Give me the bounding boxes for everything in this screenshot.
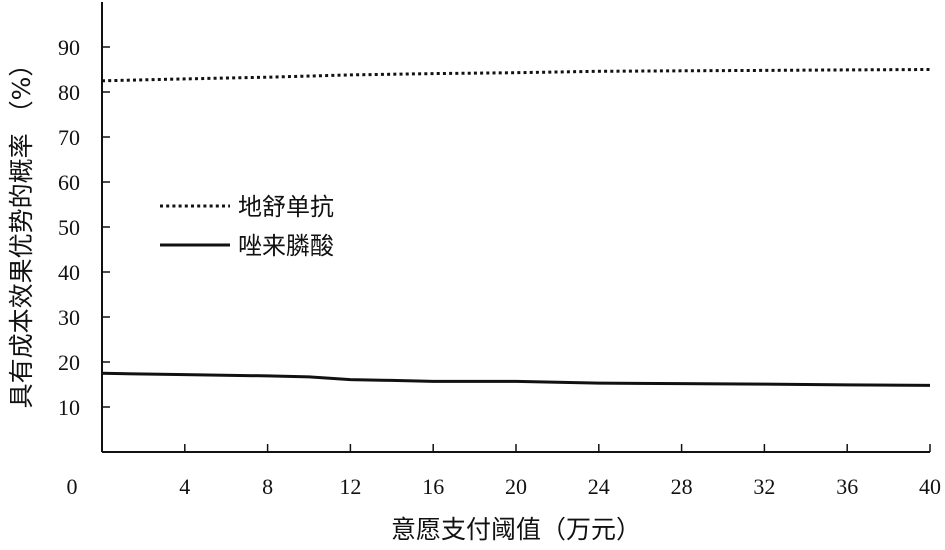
legend-label-series-1: 地舒单抗	[238, 193, 334, 221]
y-tick-label: 60	[58, 170, 80, 195]
series-layer	[101, 68, 931, 387]
y-tick-label: 10	[58, 395, 80, 420]
series-line-solid	[101, 371, 931, 387]
y-tick-label: 80	[58, 80, 80, 105]
y-tick-label: 40	[58, 260, 80, 285]
x-tick-label: 8	[262, 474, 273, 499]
x-tick-label: 4	[179, 474, 190, 499]
series-line-dotted	[101, 68, 931, 83]
y-axis-title: 具有成本效果优势的概率 （%）	[7, 52, 36, 409]
x-axis-title: 意愿支付阈值（万元）	[391, 515, 641, 544]
y-tick-label: 20	[58, 350, 80, 375]
x-tick-label: 40	[919, 474, 941, 499]
x-tick-label: 28	[671, 474, 693, 499]
legend: 地舒单抗 唑来膦酸	[160, 193, 334, 260]
x-tick-label: 20	[505, 474, 527, 499]
x-tick-label: 0	[67, 474, 78, 499]
legend-label-series-2: 唑来膦酸	[238, 232, 334, 260]
y-tick-label: 70	[58, 125, 80, 150]
x-tick-label: 16	[422, 474, 444, 499]
y-tick-label: 30	[58, 305, 80, 330]
x-tick-label: 36	[836, 474, 858, 499]
x-tick-label: 24	[588, 474, 610, 499]
x-ticks: 0 4 8 12 16 20 24 28 32 36 40	[67, 444, 941, 499]
y-tick-label: 90	[58, 35, 80, 60]
y-ticks: 10 20 30 40 50 60 70 80 90	[58, 35, 110, 420]
y-tick-label: 50	[58, 215, 80, 240]
x-tick-label: 12	[339, 474, 361, 499]
x-tick-label: 32	[753, 474, 775, 499]
